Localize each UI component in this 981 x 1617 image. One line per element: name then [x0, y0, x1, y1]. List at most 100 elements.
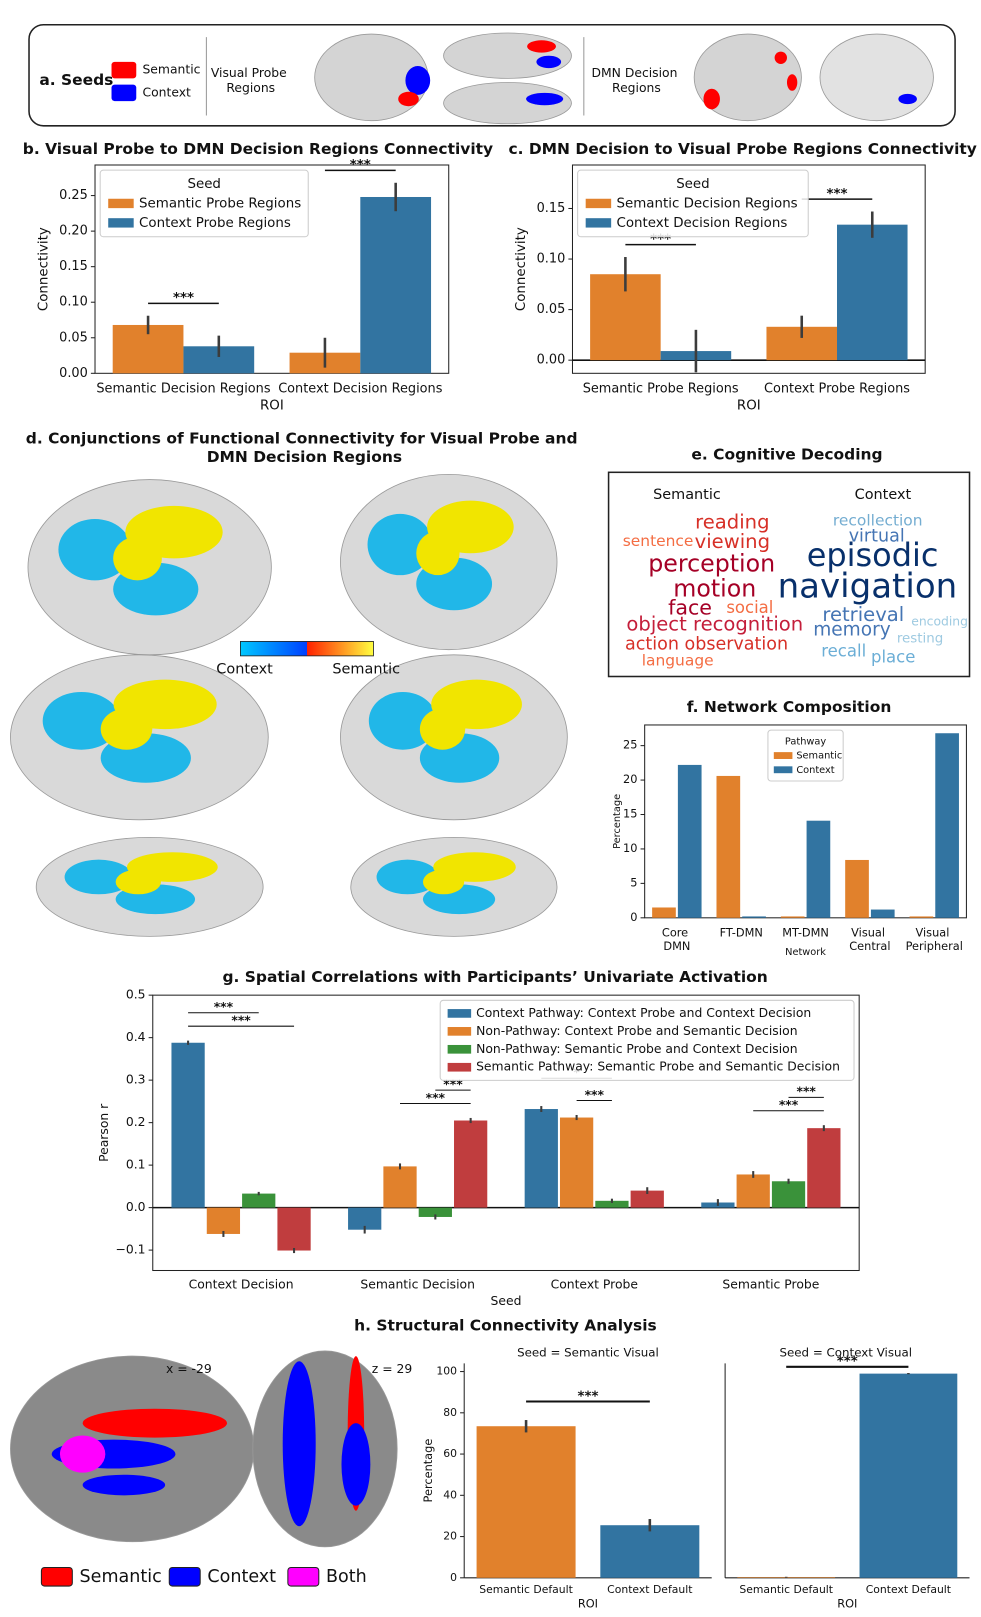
legend-swatch	[447, 1062, 472, 1072]
bar	[845, 859, 869, 918]
legend-swatch	[168, 1566, 201, 1587]
word: action observation	[625, 635, 788, 655]
colorbar	[240, 641, 374, 657]
brain-blob	[376, 859, 439, 895]
colorbar-label: Context	[216, 661, 273, 677]
chart-subtitle: Seed = Semantic Visual	[517, 1346, 659, 1360]
y-tick-label: 0.4	[126, 1030, 146, 1044]
brain-blob	[58, 518, 132, 581]
bar	[630, 1190, 664, 1208]
chart: 0 20 40 60 80 100 Semantic Default Context Defa…	[421, 1346, 712, 1611]
decoding-frame	[607, 471, 971, 678]
y-tick-label: 20	[623, 772, 637, 786]
x-tick-label: MT-DMN	[782, 925, 829, 939]
significance-label: ***	[173, 291, 194, 306]
bar	[348, 1207, 382, 1230]
significance-label: ***	[577, 1389, 598, 1404]
region-label: Visual Probe Regions	[211, 66, 291, 95]
y-tick-label: 0.1	[126, 1158, 146, 1172]
y-axis-label: Connectivity	[36, 227, 51, 311]
word: face	[668, 595, 712, 619]
bar	[171, 1042, 205, 1208]
y-axis-label: Pearson r	[97, 1103, 111, 1162]
chart: 0.00 0.05 0.10 0.15 0.20 0.25 Semantic Decisio…	[23, 140, 493, 413]
legend-swatch	[773, 766, 793, 774]
word: reading	[695, 510, 769, 533]
legend-label: Context Probe Regions	[139, 216, 291, 231]
significance-label: ***	[779, 1098, 799, 1112]
panel-title: a. Seeds	[39, 71, 113, 89]
word: retrieval	[822, 603, 904, 626]
y-tick-label: 0.05	[537, 302, 566, 317]
word: recollection	[833, 511, 923, 529]
brain-image	[693, 33, 802, 122]
brain-blob	[282, 1361, 316, 1527]
brain-blob	[367, 513, 433, 576]
legend-swatch	[287, 1566, 320, 1587]
legend-swatch	[447, 1044, 472, 1054]
bar	[736, 1174, 770, 1208]
legend-swatch	[773, 752, 793, 759]
y-tick-label: 0.20	[59, 224, 88, 239]
y-tick-label: 0.15	[537, 201, 566, 216]
bar	[524, 1109, 558, 1208]
y-tick-label: 0.0	[126, 1200, 146, 1214]
legend-swatch	[40, 1566, 73, 1587]
brain-blob	[64, 859, 133, 895]
y-tick-label: 0	[630, 910, 637, 924]
y-tick-label: −0.1	[116, 1243, 146, 1257]
legend-title: Pathway	[785, 736, 826, 747]
legend-label: Non-Pathway: Semantic Probe and Context …	[476, 1042, 797, 1056]
legend-label: Semantic Decision Regions	[617, 196, 798, 211]
legend-label: Context	[207, 1567, 276, 1587]
brain-blob	[368, 691, 437, 750]
x-tick-label: Context Probe Regions	[764, 381, 910, 396]
bar	[909, 916, 934, 918]
bar	[837, 224, 908, 361]
brain-blob	[59, 1435, 106, 1473]
y-tick-label: 25	[623, 738, 637, 752]
bar	[677, 764, 702, 918]
chart: Semantic Default Context Default Seed = Co…	[724, 1346, 970, 1611]
panel-title: c. DMN Decision to Visual Probe Regions …	[508, 140, 976, 158]
y-tick-label: 0.10	[59, 295, 88, 310]
y-tick-label: 0	[450, 1571, 457, 1584]
brain-blob	[398, 91, 419, 107]
brain-image	[443, 32, 572, 79]
brain-blob	[526, 92, 564, 106]
panel-title: b. Visual Probe to DMN Decision Regions …	[23, 140, 493, 158]
bar	[716, 775, 741, 918]
axes-frame	[152, 994, 860, 1272]
brain-blob	[113, 536, 162, 581]
axes-frame	[644, 724, 967, 919]
word: perception	[648, 550, 775, 578]
axes-frame	[94, 164, 450, 374]
brain-blob	[100, 708, 153, 750]
x-axis-label: ROI	[578, 1597, 598, 1611]
x-tick-label: Visual Central	[849, 925, 890, 953]
bar	[206, 1207, 241, 1234]
y-axis-label: Percentage	[421, 1439, 435, 1503]
legend-label: Non-Pathway: Context Probe and Semantic …	[476, 1024, 797, 1038]
legend-label: Context Decision Regions	[617, 216, 788, 231]
x-tick-label: Context Decision Regions	[278, 381, 443, 396]
chart: −0.1 0.0 0.1 0.2 0.3 0.4 0.5 Context Decision Se…	[97, 968, 860, 1308]
brain-blob	[703, 88, 720, 110]
brain-blob	[898, 93, 917, 105]
bar	[935, 733, 959, 918]
legend-label: Context	[142, 85, 191, 99]
brain-image	[443, 82, 572, 125]
axes-frame	[571, 164, 926, 374]
word: resting	[897, 631, 943, 646]
y-tick-label: 20	[443, 1530, 457, 1543]
x-axis-label: Seed	[491, 1294, 522, 1308]
bar	[454, 1120, 488, 1208]
legend-swatch	[108, 198, 134, 209]
significance-label: ***	[837, 1355, 858, 1370]
panel-title: d. Conjunctions of Functional Connectivi…	[26, 429, 583, 466]
word: social	[726, 598, 773, 617]
y-tick-label: 80	[443, 1406, 457, 1419]
y-tick-label: 0.15	[59, 259, 88, 274]
